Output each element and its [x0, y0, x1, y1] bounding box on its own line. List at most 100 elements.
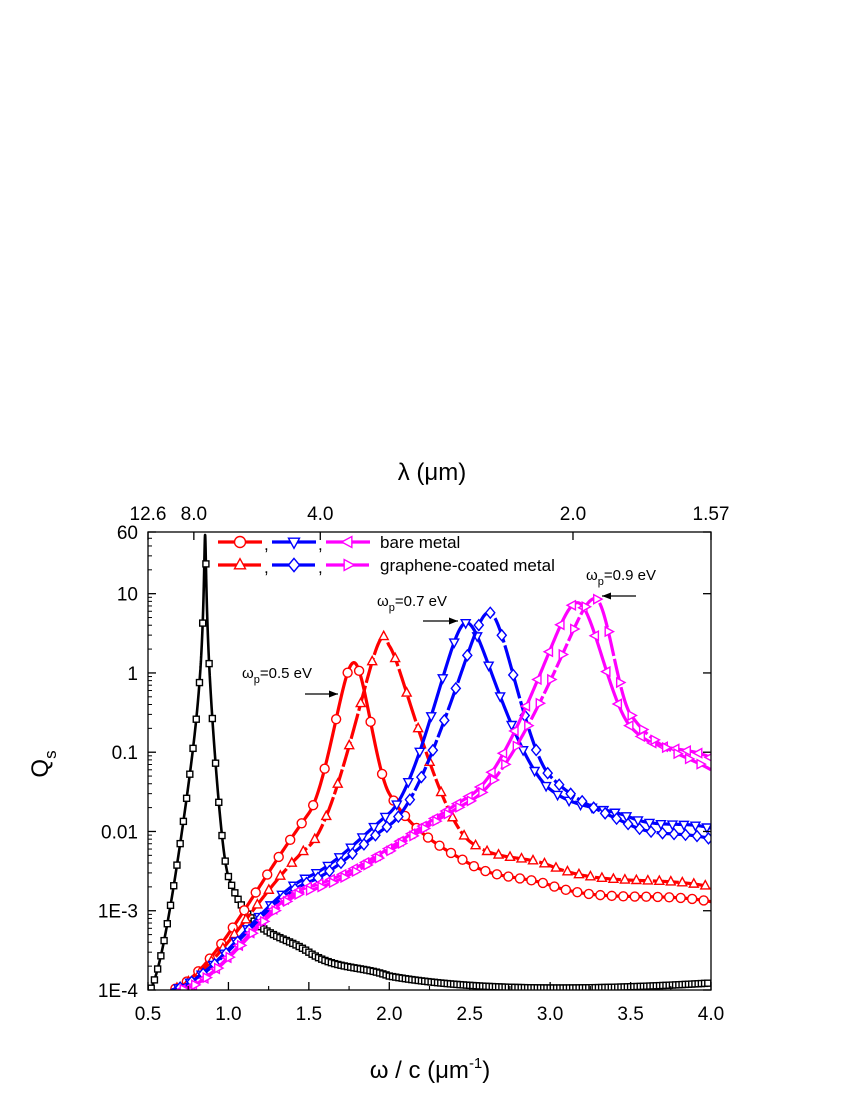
series-2-point — [504, 850, 516, 861]
series-4-point — [703, 831, 711, 845]
annotation-omega: ω — [242, 665, 254, 682]
y-tick-label: 60 — [117, 523, 138, 544]
x-axis-title-end: ) — [482, 1057, 490, 1084]
series-1-point — [284, 834, 296, 846]
series-1-point — [503, 871, 514, 882]
series-5-point — [680, 744, 691, 757]
series-3-point — [528, 766, 541, 778]
series-5-point — [600, 665, 611, 678]
x-tick-label: 2.0 — [376, 1004, 402, 1025]
series-2-point — [596, 871, 608, 882]
legend-separator: , — [318, 558, 323, 577]
series-4-point — [381, 820, 393, 834]
series-6-point — [615, 676, 627, 689]
series-0-point — [205, 659, 213, 668]
series-6-point — [248, 927, 259, 939]
top-tick-label: 2.0 — [560, 504, 586, 525]
series-2-point — [378, 629, 390, 641]
series-2-point — [446, 810, 459, 822]
x-tick-label: 3.5 — [617, 1004, 643, 1025]
series-3-point — [356, 833, 369, 844]
series-3-point — [460, 618, 472, 630]
series-5-point — [496, 747, 508, 759]
series-4-point — [507, 668, 519, 682]
series-6-point — [294, 888, 305, 901]
series-6-point — [638, 723, 650, 736]
plot-layer — [148, 533, 711, 990]
series-6-point — [581, 601, 593, 613]
series-0-point — [192, 715, 200, 723]
series-0-point — [202, 560, 210, 568]
series-6-point — [547, 673, 558, 686]
series-0-point — [221, 857, 229, 865]
series-6-point — [236, 939, 248, 952]
series-4-point — [473, 618, 485, 632]
series-1-point — [537, 877, 549, 889]
annotation-label: ωp=0.9 eV — [586, 567, 656, 588]
series-2-point — [240, 913, 252, 924]
series-4-point — [496, 628, 508, 642]
annotation-omega: ω — [586, 567, 598, 584]
series-5-point — [508, 725, 519, 737]
y-axis-title-sub: s — [41, 750, 60, 759]
series-0-point — [150, 976, 159, 984]
series-4-point — [622, 817, 634, 831]
series-3-point — [643, 818, 656, 830]
series-0-point — [173, 861, 181, 869]
series-2-point — [286, 856, 298, 867]
series-6-point — [593, 593, 604, 605]
series-1-point — [250, 887, 261, 898]
series-6-point — [604, 625, 615, 638]
annotation-label: ωp=0.5 eV — [242, 665, 312, 686]
legend-marker-triangle-down — [287, 537, 301, 550]
series-6-point — [627, 709, 638, 722]
axes-layer: 0.5 1.0 1.5 2.0 2.5 3.0 3.5 4.0 1E-4 1E-3 0.01 0.1 1… — [27, 459, 729, 1084]
series-6-point — [673, 747, 684, 760]
series-6-point — [259, 915, 271, 928]
series-0-point — [215, 798, 223, 807]
series-6-point — [305, 884, 317, 896]
series-0-point — [179, 817, 188, 826]
series-1-point — [664, 892, 675, 903]
series-3-point — [437, 674, 449, 685]
series-2-point — [561, 865, 574, 876]
series-6-point — [191, 979, 202, 990]
x-axis-title: ω / c (μm-1) — [370, 1055, 491, 1084]
series-0-point — [211, 759, 220, 767]
series-1-point — [353, 665, 365, 677]
series-1-point — [457, 854, 468, 865]
series-3-point — [425, 712, 437, 723]
series-2-point — [263, 883, 275, 894]
series-0-point — [166, 901, 175, 910]
series-6-point — [684, 753, 696, 765]
series-4-point — [461, 648, 473, 662]
series-5-point — [519, 700, 531, 712]
series-4-point — [530, 743, 542, 757]
series-4-point — [370, 828, 381, 842]
x-tick-label: 4.0 — [698, 1004, 724, 1025]
series-6 — [177, 593, 711, 990]
series-6-point — [512, 740, 524, 752]
series-0-point — [186, 770, 194, 778]
series-2-point — [435, 785, 447, 797]
series-4-point — [347, 847, 358, 861]
top-tick-label: 12.6 — [130, 504, 167, 525]
series-0-point — [704, 979, 711, 987]
series-4-point — [611, 812, 623, 826]
series-3-point — [701, 823, 711, 834]
series-0-point — [198, 619, 207, 627]
x-tick-label: 0.5 — [135, 1004, 161, 1025]
y-tick-label: 1 — [127, 664, 138, 685]
series-3-point — [505, 720, 518, 732]
series-6-point — [225, 951, 236, 963]
series-6-point — [432, 815, 443, 827]
series-0-point — [231, 889, 239, 897]
series-1-point — [629, 891, 640, 902]
series-6-point — [650, 734, 661, 746]
x-axis-title-sup: -1 — [469, 1055, 482, 1072]
series-1-point — [365, 716, 376, 728]
series-3-point — [494, 692, 506, 703]
y-tick-label: 1E-4 — [98, 981, 139, 1002]
series-3-point — [391, 800, 403, 811]
series-3-point — [414, 747, 426, 759]
